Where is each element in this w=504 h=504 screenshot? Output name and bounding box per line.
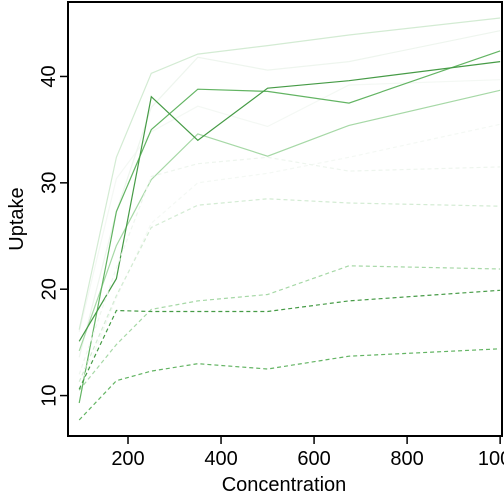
series-line-5	[78, 50, 501, 404]
y-tick-label-40: 40	[38, 65, 60, 87]
series-line-7	[78, 123, 501, 390]
x-axis-label: Concentration	[222, 474, 347, 496]
y-axis-label: Uptake	[6, 187, 28, 250]
plot-frame	[67, 1, 503, 437]
series-line-3	[78, 17, 501, 330]
x-tick-label-200: 200	[111, 448, 144, 470]
x-tick-label-600: 600	[297, 448, 330, 470]
x-tick-label-1000: 1000	[478, 448, 504, 470]
series-line-4	[78, 89, 501, 352]
series-line-8	[78, 156, 501, 375]
x-tick-label-400: 400	[204, 448, 237, 470]
series-line-12	[78, 348, 501, 421]
x-axis: 200 400 600 800 1000	[111, 436, 504, 470]
series-line-9	[78, 198, 501, 383]
series-layer	[78, 17, 501, 421]
y-axis: 10 20 30 40	[38, 65, 68, 407]
series-line-11	[78, 289, 501, 390]
y-tick-label-30: 30	[38, 172, 60, 194]
y-tick-label-20: 20	[38, 278, 60, 300]
series-line-10	[78, 265, 501, 391]
series-line-6	[78, 61, 501, 342]
x-tick-label-800: 800	[390, 448, 423, 470]
series-line-1	[78, 79, 501, 332]
y-tick-label-10: 10	[38, 384, 60, 406]
